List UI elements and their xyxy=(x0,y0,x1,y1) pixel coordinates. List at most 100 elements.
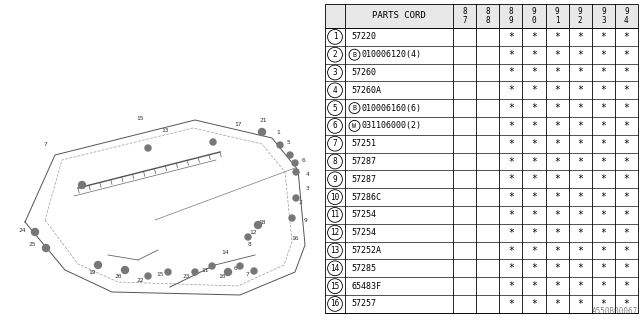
Text: *: * xyxy=(554,156,560,166)
Text: 65483F: 65483F xyxy=(351,282,381,291)
Text: *: * xyxy=(554,245,560,255)
Text: *: * xyxy=(577,50,583,60)
Text: 12: 12 xyxy=(330,228,340,237)
Circle shape xyxy=(277,142,283,148)
Circle shape xyxy=(42,244,49,252)
Text: *: * xyxy=(508,85,514,95)
Circle shape xyxy=(31,228,38,236)
Text: *: * xyxy=(554,32,560,42)
Text: *: * xyxy=(623,263,629,273)
Text: 8: 8 xyxy=(333,157,337,166)
Text: *: * xyxy=(577,210,583,220)
Text: 010006120(4): 010006120(4) xyxy=(362,50,422,59)
Text: 25: 25 xyxy=(28,243,36,247)
Text: *: * xyxy=(508,210,514,220)
Text: 14: 14 xyxy=(221,250,228,254)
Text: 1: 1 xyxy=(333,32,337,41)
Text: 57287: 57287 xyxy=(351,175,376,184)
Text: *: * xyxy=(577,156,583,166)
Bar xyxy=(325,4,638,313)
Text: *: * xyxy=(600,299,606,309)
Text: *: * xyxy=(577,228,583,238)
Text: *: * xyxy=(554,85,560,95)
Circle shape xyxy=(145,145,151,151)
Text: *: * xyxy=(531,174,537,184)
Text: *: * xyxy=(531,156,537,166)
Text: 15: 15 xyxy=(330,282,340,291)
Text: 8
7: 8 7 xyxy=(462,7,467,25)
Text: 6: 6 xyxy=(333,121,337,131)
Text: *: * xyxy=(508,32,514,42)
Text: *: * xyxy=(600,156,606,166)
Text: 7: 7 xyxy=(246,273,250,277)
Circle shape xyxy=(245,234,251,240)
Circle shape xyxy=(165,269,171,275)
Text: *: * xyxy=(531,121,537,131)
Text: *: * xyxy=(623,228,629,238)
Text: *: * xyxy=(600,263,606,273)
Circle shape xyxy=(289,215,295,221)
Text: PARTS CORD: PARTS CORD xyxy=(372,12,426,20)
Text: 16: 16 xyxy=(330,300,340,308)
Text: *: * xyxy=(508,156,514,166)
Text: *: * xyxy=(577,103,583,113)
Text: *: * xyxy=(531,228,537,238)
Circle shape xyxy=(292,160,298,166)
Text: *: * xyxy=(577,32,583,42)
Text: 15: 15 xyxy=(156,273,164,277)
Text: A550B00067: A550B00067 xyxy=(592,307,638,316)
Text: 57254: 57254 xyxy=(351,211,376,220)
Text: *: * xyxy=(554,121,560,131)
Text: 11: 11 xyxy=(330,211,340,220)
Text: *: * xyxy=(531,210,537,220)
Circle shape xyxy=(122,267,129,274)
Text: *: * xyxy=(577,174,583,184)
Text: *: * xyxy=(554,68,560,77)
Text: *: * xyxy=(508,192,514,202)
Circle shape xyxy=(95,261,102,268)
Text: 9
0: 9 0 xyxy=(532,7,536,25)
Text: *: * xyxy=(508,263,514,273)
Text: 57252A: 57252A xyxy=(351,246,381,255)
Text: *: * xyxy=(577,299,583,309)
Text: *: * xyxy=(600,210,606,220)
Text: 13: 13 xyxy=(161,127,169,132)
Text: 16: 16 xyxy=(291,236,299,241)
Text: B: B xyxy=(353,52,356,58)
Text: 4: 4 xyxy=(333,86,337,95)
Text: *: * xyxy=(554,139,560,149)
Text: 57220: 57220 xyxy=(351,32,376,41)
Text: *: * xyxy=(623,121,629,131)
Text: *: * xyxy=(600,85,606,95)
Text: 11: 11 xyxy=(201,268,209,273)
Text: *: * xyxy=(508,68,514,77)
Text: 7: 7 xyxy=(333,139,337,148)
Text: *: * xyxy=(600,174,606,184)
Text: 57260A: 57260A xyxy=(351,86,381,95)
Text: *: * xyxy=(623,85,629,95)
Text: 9
3: 9 3 xyxy=(601,7,605,25)
Text: 2: 2 xyxy=(298,199,302,204)
Text: *: * xyxy=(531,192,537,202)
Text: *: * xyxy=(600,245,606,255)
Text: 23: 23 xyxy=(182,274,189,278)
Circle shape xyxy=(225,268,232,276)
Text: *: * xyxy=(508,121,514,131)
Text: B: B xyxy=(353,105,356,111)
Text: *: * xyxy=(577,121,583,131)
Text: *: * xyxy=(531,263,537,273)
Text: 1: 1 xyxy=(276,131,280,135)
Text: 57286C: 57286C xyxy=(351,193,381,202)
Text: *: * xyxy=(623,68,629,77)
Text: *: * xyxy=(577,281,583,291)
Text: *: * xyxy=(577,85,583,95)
Text: 8
8: 8 8 xyxy=(485,7,490,25)
Bar xyxy=(325,4,638,28)
Text: 5: 5 xyxy=(286,140,290,145)
Text: 031106000(2): 031106000(2) xyxy=(362,121,422,131)
Text: 9
4: 9 4 xyxy=(624,7,628,25)
Text: *: * xyxy=(623,32,629,42)
Text: 3: 3 xyxy=(333,68,337,77)
Text: *: * xyxy=(554,50,560,60)
Text: 57257: 57257 xyxy=(351,300,376,308)
